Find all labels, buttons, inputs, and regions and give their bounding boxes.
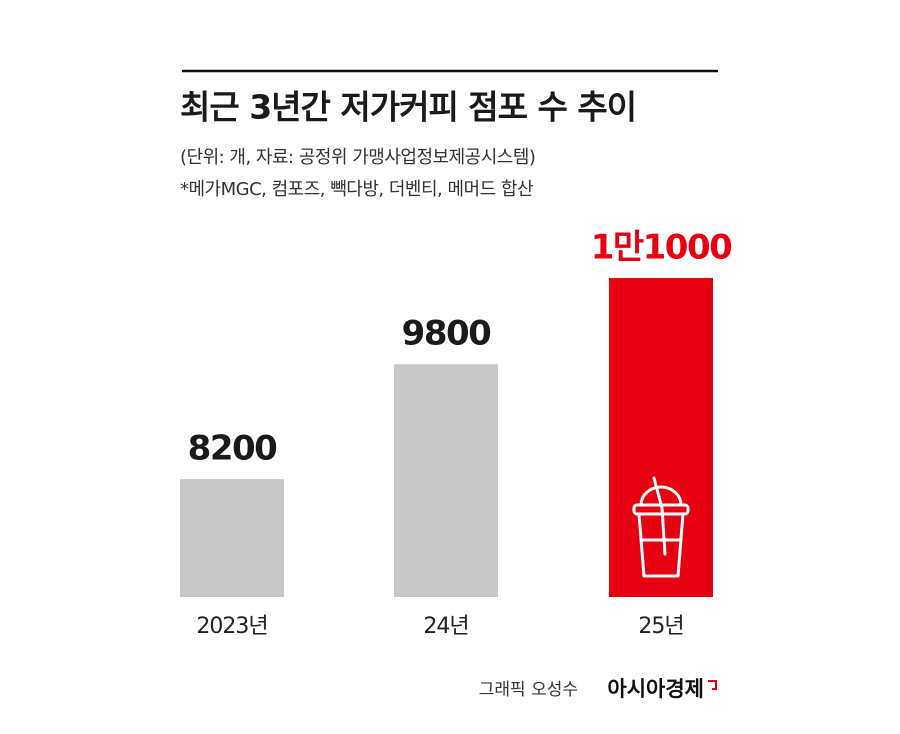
value-label: 1만1000 [591, 228, 732, 268]
cup-icon [632, 476, 690, 578]
value-label: 8200 [188, 429, 277, 469]
x-tick-label: 24년 [423, 614, 468, 639]
note: *메가MGC, 컴포즈, 빽다방, 더벤티, 메머드 합산 [180, 179, 533, 200]
bar [180, 479, 284, 597]
bar [394, 364, 498, 597]
x-tick-label: 25년 [638, 614, 683, 639]
value-label: 9800 [402, 314, 491, 354]
subtitle: (단위: 개, 자료: 공정위 가맹사업정보제공시스템) [180, 147, 535, 168]
chart-title: 최근 3년간 저가커피 점포 수 추이 [180, 88, 636, 127]
credit: 그래픽 오성수 [479, 680, 578, 700]
brand-mark [708, 680, 717, 690]
brand: 아시아경제 [607, 677, 704, 701]
bar [609, 278, 713, 597]
x-tick-label: 2023년 [196, 614, 267, 639]
bars [180, 278, 713, 597]
